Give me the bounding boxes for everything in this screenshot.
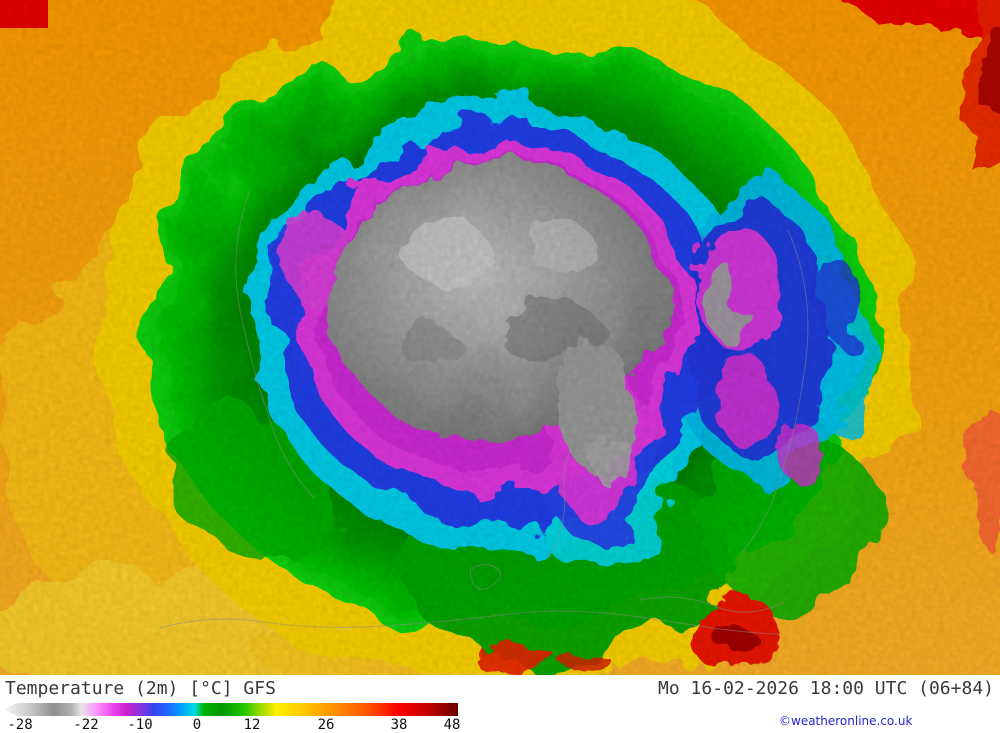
temperature-map-graphic (0, 0, 1000, 675)
temperature-map (0, 0, 1000, 675)
scale-label: -22 (73, 717, 99, 733)
temperature-scale-bar (4, 703, 458, 716)
scale-label: 0 (192, 717, 202, 733)
scale-label: -28 (7, 717, 33, 733)
map-footer: Temperature (2m) [°C] GFS Mo 16-02-2026 … (0, 675, 1000, 733)
temperature-scale-labels: -28 -22 -10 0 12 26 38 48 (0, 717, 470, 733)
scale-label: 26 (317, 717, 335, 733)
weatheronline-credit[interactable]: ©weatheronline.co.uk (779, 714, 913, 728)
map-title: Temperature (2m) [°C] GFS (5, 678, 276, 699)
scale-label: 48 (443, 717, 461, 733)
map-datetime: Mo 16-02-2026 18:00 UTC (06+84) (658, 678, 994, 699)
scale-label: 38 (390, 717, 408, 733)
scale-label: 12 (243, 717, 261, 733)
noise-texture (0, 0, 1000, 675)
scale-label: -10 (127, 717, 153, 733)
